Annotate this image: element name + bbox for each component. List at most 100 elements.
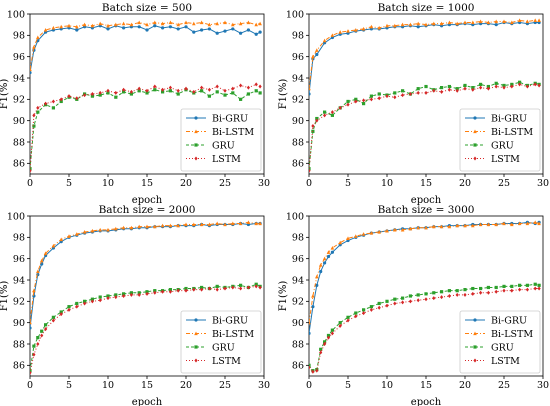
plot-area <box>309 220 541 374</box>
data-point-lstm <box>200 85 204 90</box>
data-point-bi-lstm <box>145 224 149 229</box>
data-point-lstm <box>145 88 149 93</box>
data-point-gru <box>129 291 133 295</box>
y-tick-label: 92 <box>292 297 304 308</box>
data-point-bi-lstm <box>322 256 327 261</box>
data-point-lstm <box>346 102 350 107</box>
data-point-gru <box>32 344 36 348</box>
data-point-bi-lstm <box>416 21 420 26</box>
x-tick-label: 0 <box>27 178 33 189</box>
data-point-lstm <box>494 289 498 294</box>
data-point-bi-lstm <box>486 20 491 25</box>
subplot-3: Batch size = 2000 epoch F1(%) 0 5 10 15 20 25… <box>0 204 270 406</box>
subplot-2: Batch size = 1000 epoch F1(%) 0 5 10 15 20 25… <box>278 2 549 206</box>
data-point-gru <box>440 86 444 90</box>
y-tick-label: 86 <box>13 361 25 372</box>
legend-marker-bi-lstm <box>473 331 477 336</box>
subplot-title: Batch size = 1000 <box>378 2 475 14</box>
legend-box <box>459 108 541 172</box>
data-point-bi-lstm <box>51 25 56 30</box>
y-tick-label: 86 <box>292 361 304 372</box>
data-point-gru <box>114 95 118 99</box>
data-point-bi-lstm <box>254 221 258 226</box>
data-point-bi-gru <box>32 294 36 298</box>
data-point-bi-gru <box>176 27 180 31</box>
data-point-bi-lstm <box>354 234 358 238</box>
data-point-bi-lstm <box>494 19 498 24</box>
data-point-bi-lstm <box>432 21 436 26</box>
y-tick-label: 94 <box>292 275 304 286</box>
x-tick-label: 0 <box>306 178 312 189</box>
data-point-gru <box>200 285 204 290</box>
data-point-lstm <box>385 94 389 99</box>
data-point-gru <box>494 81 498 85</box>
data-point-bi-lstm <box>160 21 165 26</box>
data-point-lstm <box>447 87 451 92</box>
data-point-lstm <box>67 307 71 312</box>
legend-label-gru: GRU <box>212 342 235 353</box>
data-point-lstm <box>44 327 48 332</box>
data-point-gru <box>184 286 188 291</box>
data-point-bi-gru <box>207 27 211 31</box>
data-point-gru <box>51 106 55 110</box>
data-point-gru <box>75 301 79 306</box>
data-point-lstm <box>75 304 79 309</box>
legend: Bi-GRU Bi-LSTM GRU LSTM <box>180 310 262 374</box>
data-point-gru <box>176 92 180 96</box>
data-point-lstm <box>59 312 63 317</box>
data-point-lstm <box>463 292 467 297</box>
legend-box <box>180 310 262 374</box>
data-point-lstm <box>518 287 522 292</box>
data-point-bi-lstm <box>471 20 475 25</box>
data-point-bi-lstm <box>153 224 157 229</box>
data-point-bi-lstm <box>338 30 342 34</box>
data-point-gru <box>98 93 102 97</box>
data-point-bi-lstm <box>153 20 157 25</box>
y-tick-label: 98 <box>13 31 25 42</box>
data-point-gru <box>145 290 149 294</box>
legend-label-lstm: LSTM <box>491 154 520 165</box>
legend-marker-bi-gru <box>194 116 198 120</box>
data-point-bi-lstm <box>199 20 204 25</box>
data-point-lstm <box>98 90 102 95</box>
data-point-bi-lstm <box>315 274 319 279</box>
data-point-gru <box>447 289 451 293</box>
data-point-lstm <box>463 86 467 91</box>
data-point-bi-lstm <box>129 22 134 27</box>
data-point-gru <box>67 305 71 309</box>
data-point-lstm <box>354 314 358 319</box>
data-point-bi-lstm <box>106 23 110 28</box>
data-point-bi-lstm <box>43 251 48 255</box>
x-tick-label: 25 <box>219 178 231 189</box>
data-point-bi-gru <box>416 25 420 29</box>
data-point-bi-lstm <box>537 18 541 22</box>
x-tick-label: 20 <box>180 380 192 391</box>
legend-marker-bi-gru <box>194 318 198 322</box>
data-point-lstm <box>90 92 94 96</box>
legend-marker-lstm <box>473 156 477 161</box>
data-point-bi-lstm <box>408 226 413 231</box>
data-point-bi-lstm <box>207 22 212 27</box>
legend-label-gru: GRU <box>491 140 514 151</box>
data-point-gru <box>502 83 506 88</box>
series-line-bi-gru <box>309 22 540 95</box>
data-point-bi-gru <box>168 25 172 29</box>
x-tick-label: 25 <box>498 380 510 391</box>
data-point-lstm <box>137 86 141 91</box>
data-point-lstm <box>75 96 79 101</box>
data-point-gru <box>168 89 172 93</box>
data-point-lstm <box>309 365 311 370</box>
data-point-lstm <box>326 335 331 340</box>
data-point-lstm <box>369 307 373 312</box>
data-point-bi-lstm <box>369 24 374 29</box>
legend-label-gru: GRU <box>212 140 235 151</box>
data-point-bi-gru <box>315 283 319 287</box>
data-point-bi-gru <box>200 28 204 32</box>
y-tick-label: 98 <box>292 233 304 244</box>
y-tick-label: 92 <box>13 95 25 106</box>
data-point-bi-gru <box>75 28 79 32</box>
data-point-bi-lstm <box>258 221 262 226</box>
legend-marker-gru <box>194 143 198 147</box>
data-point-lstm <box>533 286 537 291</box>
data-point-bi-lstm <box>377 25 381 30</box>
